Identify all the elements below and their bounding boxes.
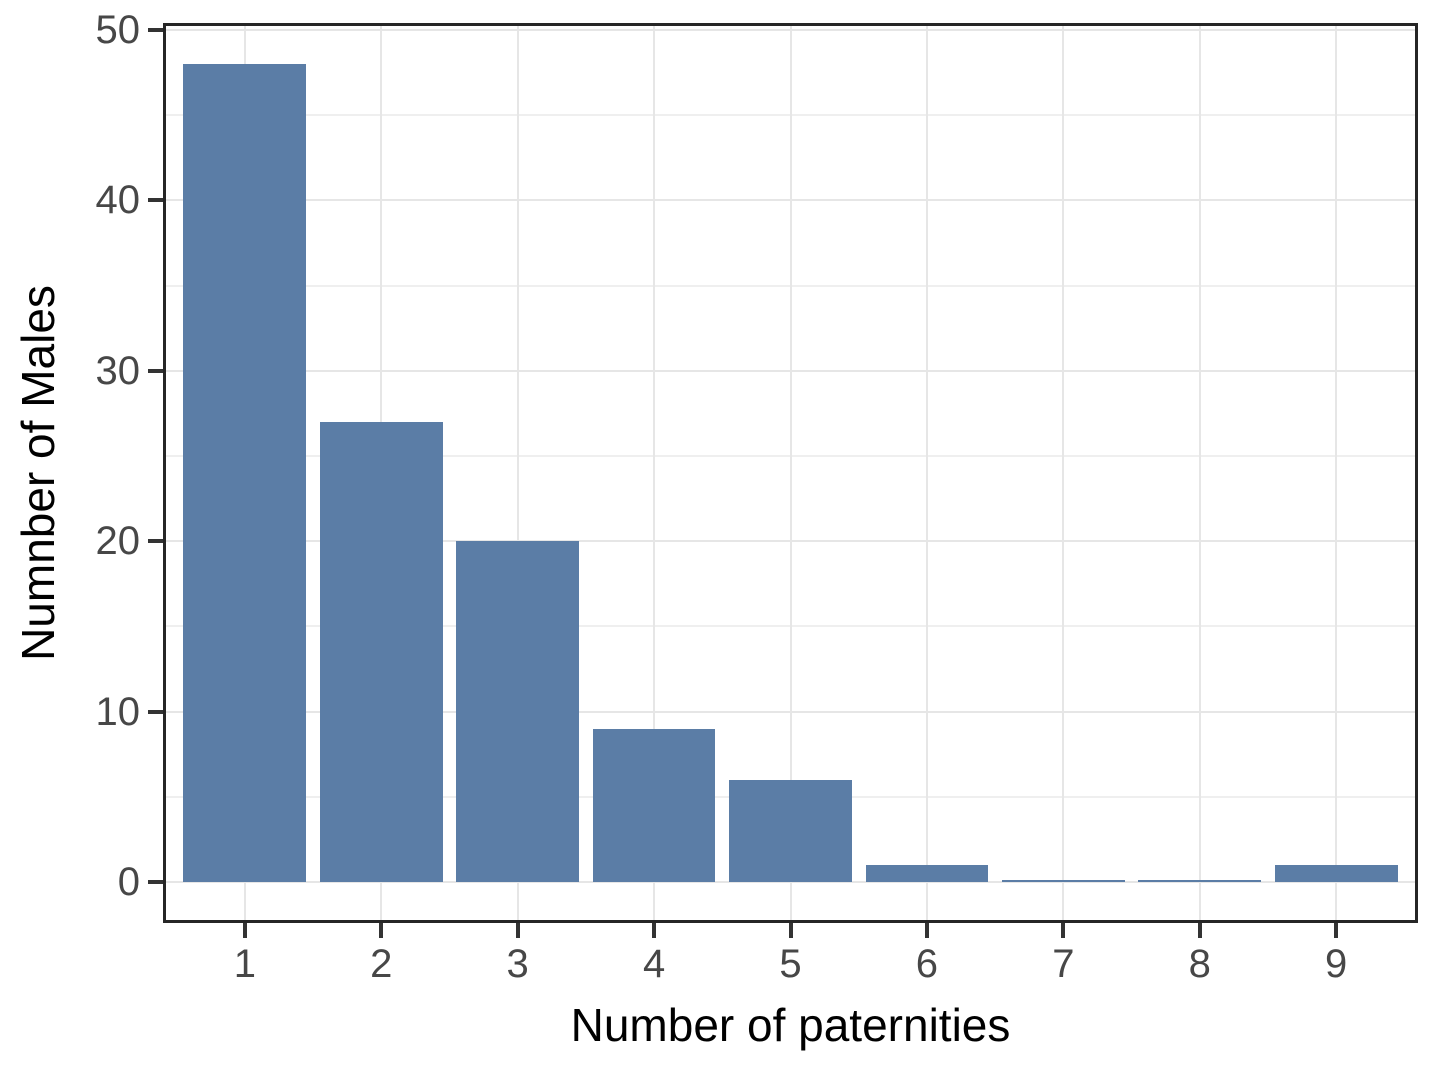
x-axis-tick bbox=[1197, 923, 1202, 938]
y-tick-label: 30 bbox=[95, 348, 141, 393]
x-tick-label: 4 bbox=[642, 942, 666, 986]
x-axis-tick bbox=[788, 923, 793, 938]
gridline-major-x bbox=[653, 23, 656, 923]
x-tick-label: 8 bbox=[1188, 942, 1211, 986]
bar bbox=[183, 63, 307, 883]
y-axis-tick bbox=[148, 880, 163, 885]
y-axis-tick bbox=[148, 368, 163, 373]
y-tick-label: 20 bbox=[95, 519, 141, 564]
x-tick-label: 2 bbox=[370, 942, 393, 986]
gridline-major-x bbox=[925, 23, 928, 923]
y-axis-tick bbox=[148, 709, 163, 714]
x-tick-label: 5 bbox=[779, 942, 802, 986]
bar bbox=[1138, 880, 1262, 883]
bar bbox=[456, 541, 580, 883]
x-tick-label: 6 bbox=[915, 942, 939, 986]
gridline-major-x bbox=[516, 23, 519, 923]
gridline-major-x bbox=[1335, 23, 1338, 923]
y-axis-tick bbox=[148, 198, 163, 203]
bar bbox=[865, 865, 989, 883]
y-tick-label: 40 bbox=[95, 178, 141, 223]
gridline-major-x bbox=[789, 23, 792, 923]
gridline-major-x bbox=[1062, 23, 1065, 923]
x-tick-label: 9 bbox=[1325, 942, 1348, 986]
bar bbox=[1001, 880, 1125, 883]
bar bbox=[729, 779, 852, 883]
y-axis-title: Numnber of Males bbox=[12, 285, 64, 661]
gridline-major-x bbox=[1198, 23, 1201, 923]
x-axis-tick bbox=[652, 923, 657, 938]
x-axis-title: Number of paternities bbox=[570, 999, 1011, 1051]
x-axis-tick bbox=[1334, 923, 1339, 938]
x-axis-tick bbox=[924, 923, 929, 938]
y-tick-label: 0 bbox=[117, 860, 140, 905]
bar bbox=[592, 728, 716, 883]
x-axis-tick bbox=[1061, 923, 1066, 938]
x-axis-tick bbox=[242, 923, 247, 938]
y-axis-tick bbox=[148, 539, 163, 544]
x-axis-tick bbox=[379, 923, 384, 938]
x-axis-tick bbox=[515, 923, 520, 938]
y-tick-label: 50 bbox=[95, 7, 141, 52]
y-axis-tick bbox=[148, 27, 163, 32]
x-tick-label: 3 bbox=[506, 942, 529, 986]
bar bbox=[1274, 865, 1398, 883]
bar bbox=[319, 421, 443, 883]
x-tick-label: 7 bbox=[1052, 942, 1075, 986]
y-tick-label: 10 bbox=[95, 689, 141, 734]
x-tick-label: 1 bbox=[233, 942, 256, 986]
plot-panel bbox=[163, 23, 1418, 923]
